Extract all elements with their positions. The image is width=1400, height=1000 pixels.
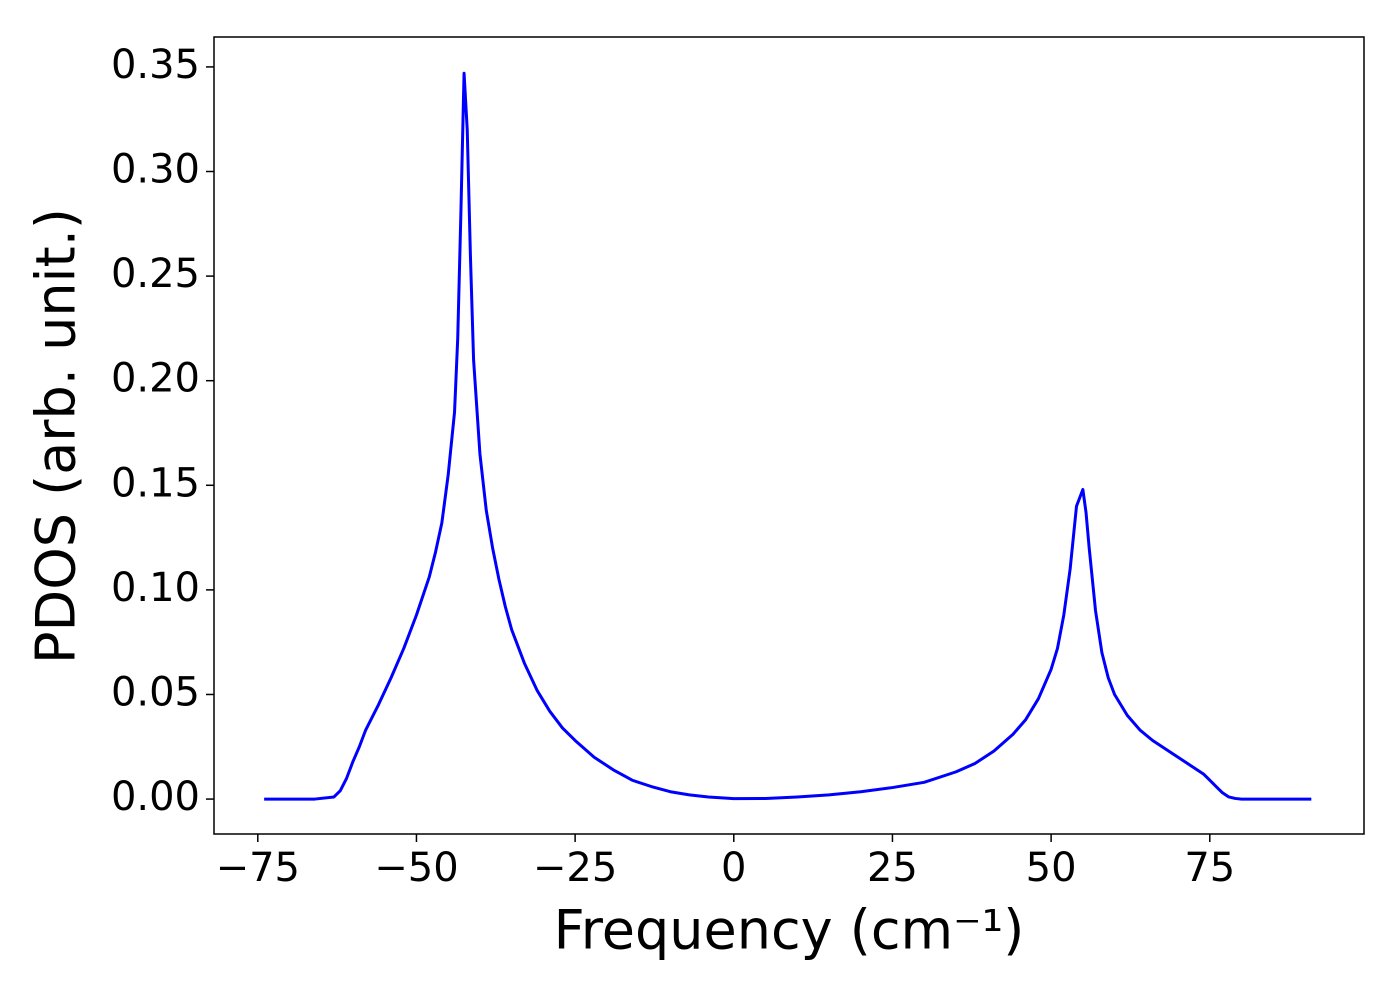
y-tick-label: 0.20 xyxy=(111,356,200,402)
y-tick-label: 0.15 xyxy=(111,460,200,506)
x-tick-label: 25 xyxy=(867,845,918,891)
y-tick-label: 0.10 xyxy=(111,565,200,611)
y-tick-label: 0.30 xyxy=(111,147,200,193)
x-tick-label: −50 xyxy=(374,845,458,891)
y-tick-label: 0.00 xyxy=(111,774,200,820)
y-tick-label: 0.25 xyxy=(111,251,200,297)
plot-frame xyxy=(213,36,1365,835)
x-tick-label: −75 xyxy=(216,845,300,891)
x-tick-label: 50 xyxy=(1026,845,1077,891)
x-axis-label: Frequency (cm⁻¹) xyxy=(554,899,1025,962)
y-tick-label: 0.05 xyxy=(111,669,200,715)
y-axis-label: PDOS (arb. unit.) xyxy=(25,208,88,664)
y-tick-label: 0.35 xyxy=(111,42,200,88)
x-tick-label: −25 xyxy=(533,845,617,891)
x-tick-label: 0 xyxy=(721,845,746,891)
x-tick-label: 75 xyxy=(1184,845,1235,891)
line-series xyxy=(264,71,1312,801)
